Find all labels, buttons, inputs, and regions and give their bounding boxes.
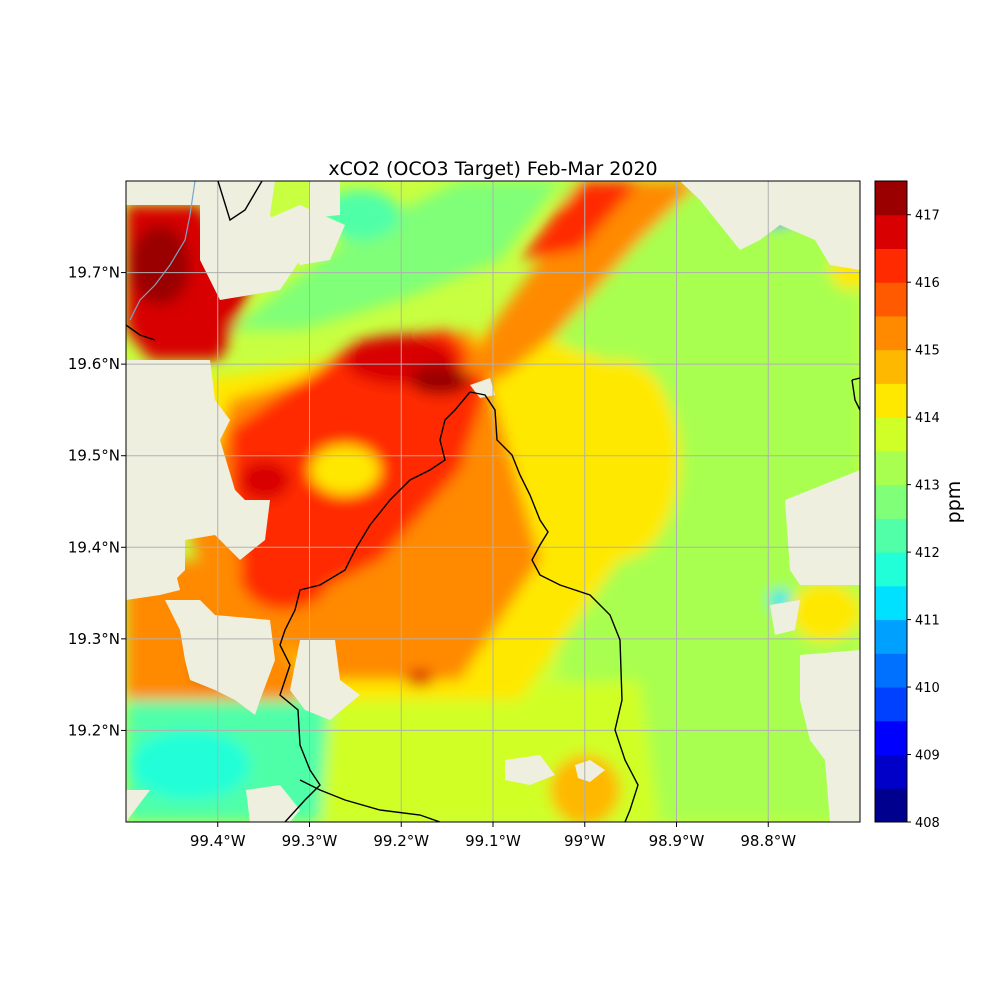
xtick-label: 99.1°W [465, 832, 521, 850]
xtick-label: 99.2°W [373, 832, 429, 850]
colorbar-segment [875, 417, 907, 452]
field-se-yellow [790, 582, 860, 642]
land-n-gap [310, 181, 340, 218]
land-sw-island [165, 600, 275, 715]
boundary-cdmx-west [279, 391, 471, 822]
colorbar-segment [875, 653, 907, 688]
xtick-label: 98.8°W [740, 832, 796, 850]
land-nw-pocket [200, 181, 300, 300]
field-east-yellow [560, 360, 680, 560]
colorbar-tick-label: 414 [915, 411, 940, 426]
colorbar-tick-label: 408 [915, 816, 940, 831]
land-west [126, 360, 270, 590]
colorbar-segment [875, 552, 907, 587]
longitude-axis: 99.4°W 99.3°W 99.2°W 99.1°W 99°W 98.9°W 98.8°W [190, 822, 796, 850]
boundary-south [299, 779, 441, 822]
boundary-cdmx-east [469, 391, 639, 822]
state-boundaries [126, 181, 860, 822]
colorbar-segment [875, 619, 907, 654]
ytick-label: 19.4°N [68, 538, 120, 556]
field-ne-red [520, 181, 640, 260]
field-nw-darkred [130, 225, 190, 305]
xtick-label: 98.9°W [649, 832, 705, 850]
colorbar-tick-label: 413 [915, 479, 940, 494]
gridlines [126, 181, 860, 822]
xtick-label: 99.4°W [190, 832, 246, 850]
land-east [785, 470, 860, 585]
ytick-label: 19.5°N [68, 447, 120, 465]
xtick-label: 99.3°W [282, 832, 338, 850]
colorbar-segment [875, 248, 907, 283]
ytick-label: 19.3°N [68, 630, 120, 648]
land-west-2 [126, 550, 180, 600]
field-east [560, 181, 860, 822]
colorbar-segment [875, 181, 907, 216]
field-south-red-dot [406, 670, 434, 686]
colorbar-segment [875, 518, 907, 553]
land-s-lake-2 [575, 760, 605, 782]
field-sw-red [240, 540, 330, 610]
colorbar-segment [875, 315, 907, 351]
colorbar-tick-label: 409 [915, 749, 940, 764]
ytick-label: 19.7°N [68, 264, 120, 282]
colorbar-segment [875, 282, 907, 317]
colorbar-segment [875, 687, 907, 722]
no-data-land [126, 181, 860, 822]
field-sw-cyan [130, 730, 250, 800]
field-west-red [240, 460, 290, 500]
colorbar-frame [874, 180, 908, 823]
land-s-island [290, 640, 360, 720]
chart-title: xCO2 (OCO3 Target) Feb-Mar 2020 [328, 158, 657, 180]
colorbar-segment [875, 349, 907, 384]
colorbar-segment [875, 585, 907, 621]
river-nw [129, 181, 196, 321]
colorbar-segment [875, 720, 907, 756]
colorbar: 408 409 410 411 412 413 414 415 416 417 [874, 180, 940, 831]
field-yellow-hole [310, 445, 380, 495]
colorbar-tick-label: 412 [915, 546, 940, 561]
colorbar-segment [875, 450, 907, 486]
colorbar-tick-label: 411 [915, 614, 940, 629]
field-north-green [230, 181, 560, 330]
boundary-east [851, 377, 860, 411]
map-panel [126, 181, 860, 822]
xco2-field [126, 181, 860, 822]
colorbar-segment [875, 484, 907, 519]
land-se [800, 650, 860, 822]
ytick-label: 19.6°N [68, 355, 120, 373]
land-sw-corner [126, 790, 150, 822]
field-red-peak [410, 365, 470, 395]
colorbar-label: ppm [943, 481, 965, 524]
colorbar-segment [875, 754, 907, 789]
colorbar-segment [875, 214, 907, 249]
xtick-label: 99°W [564, 832, 606, 850]
field-ne-band [460, 181, 700, 380]
latitude-axis: 19.7°N 19.6°N 19.5°N 19.4°N 19.3°N 19.2°N [68, 264, 126, 739]
boundary-nw [126, 324, 156, 341]
land-ne [680, 181, 860, 270]
land-s-corner [246, 785, 300, 822]
colorbar-tick-label: 416 [915, 276, 940, 291]
colorbar-tick-label: 415 [915, 344, 940, 359]
colorbar-segment [875, 383, 907, 418]
land-east-dot [770, 600, 800, 635]
colorbar-tick-label: 417 [915, 209, 940, 224]
ytick-label: 19.2°N [68, 721, 120, 739]
colorbar-segment [875, 788, 907, 823]
land-nw-top [126, 181, 210, 205]
boundary-north [217, 181, 263, 222]
land-n-island [265, 205, 345, 265]
land-s-lake [505, 755, 555, 785]
colorbar-tick-label: 410 [915, 681, 940, 696]
